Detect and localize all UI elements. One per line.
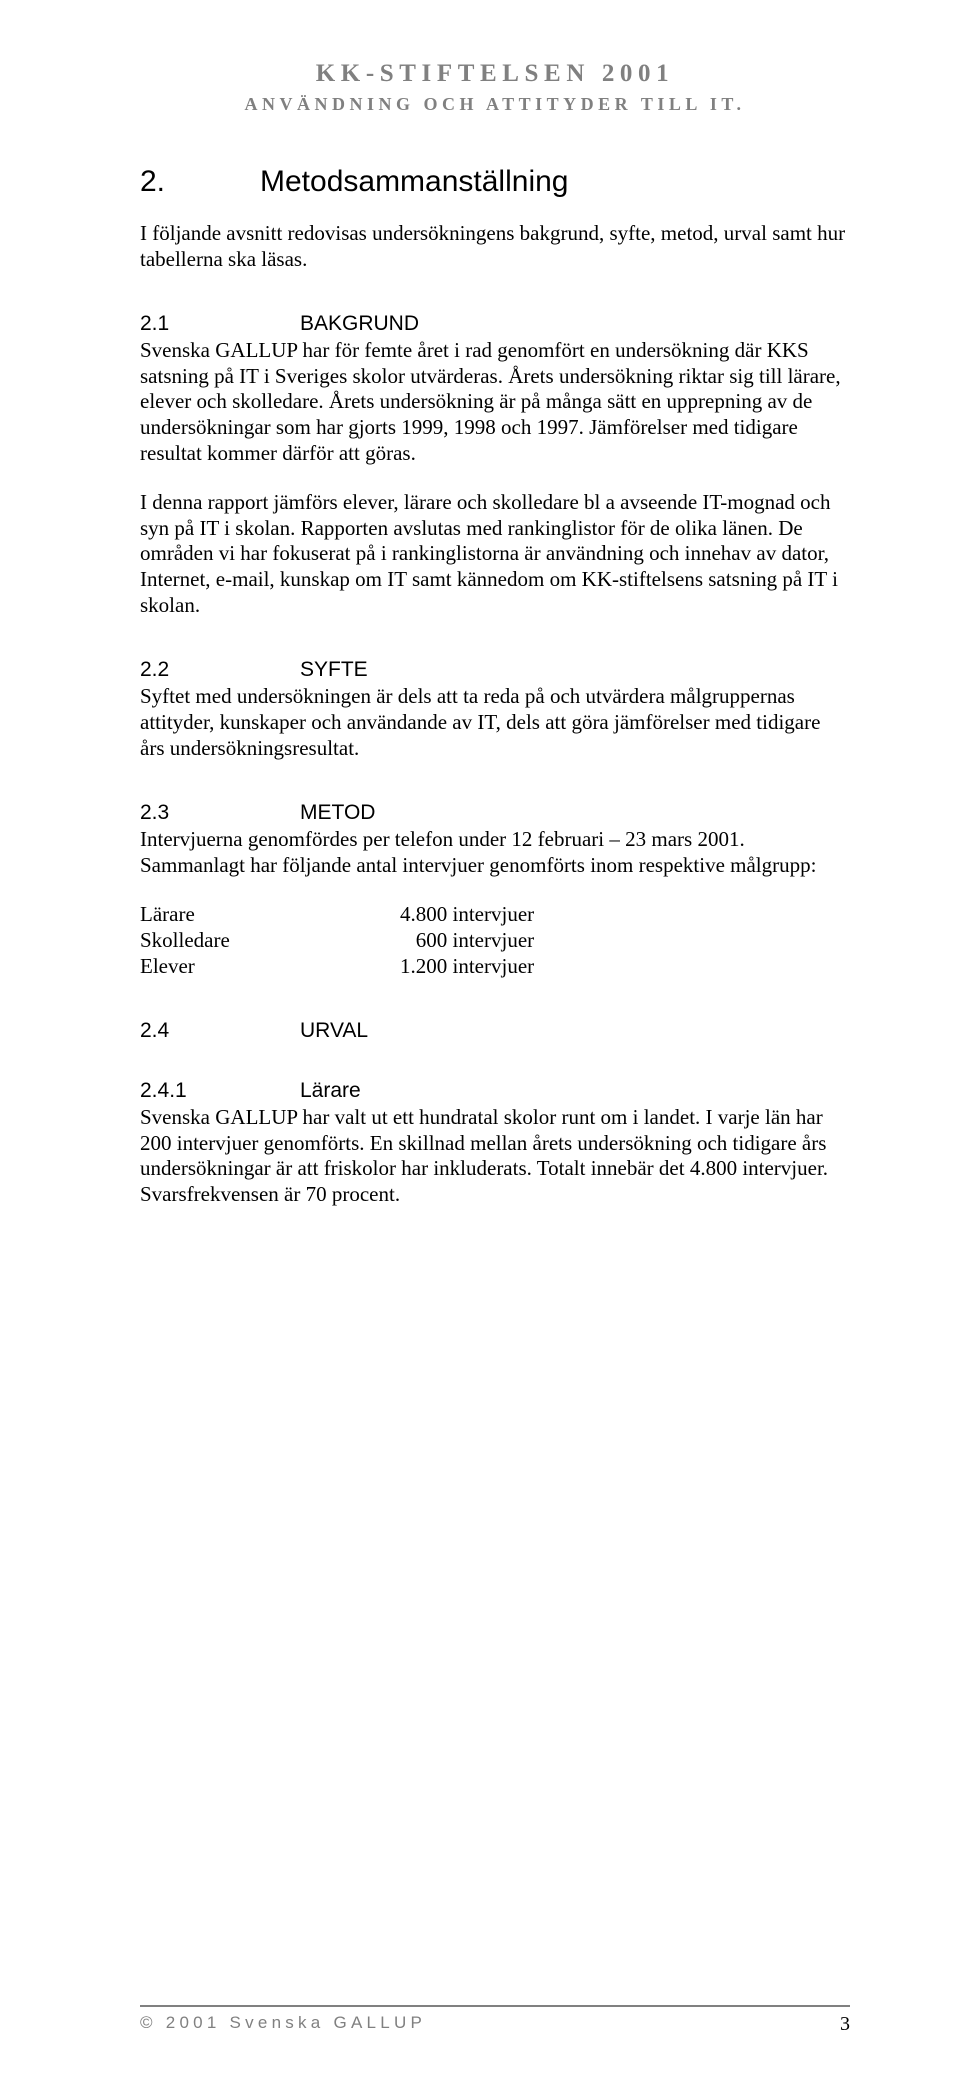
section-2-1-p2: I denna rapport jämförs elever, lärare o… — [140, 490, 850, 618]
section-number: 2. — [140, 165, 260, 199]
subsubsection-number: 2.4.1 — [140, 1079, 300, 1103]
row-label: Lärare — [140, 902, 400, 928]
page-footer: © 2001 Svenska GALLUP 3 — [140, 2005, 850, 2036]
subsubsection-title-text: Lärare — [300, 1079, 361, 1102]
footer-copyright: © 2001 Svenska GALLUP — [140, 2013, 426, 2036]
section-2-4-heading: 2.4URVAL — [140, 1019, 850, 1043]
subsection-title-text: SYFTE — [300, 658, 368, 681]
subsection-title-text: BAKGRUND — [300, 312, 419, 335]
document-page: KK-STIFTELSEN 2001 ANVÄNDNING OCH ATTITY… — [0, 0, 960, 2076]
subsection-number: 2.3 — [140, 801, 300, 825]
section-2-4-1-p1: Svenska GALLUP har valt ut ett hundratal… — [140, 1105, 850, 1207]
subsection-title-text: URVAL — [300, 1019, 368, 1042]
row-label: Elever — [140, 954, 400, 980]
section-2-1-heading: 2.1BAKGRUND — [140, 312, 850, 336]
section-2-3-p1: Intervjuerna genomfördes per telefon und… — [140, 827, 850, 878]
table-row: Elever 1.200 intervjuer — [140, 954, 850, 980]
row-label: Skolledare — [140, 928, 400, 954]
subsection-title-text: METOD — [300, 801, 375, 824]
row-value: 4.800 intervjuer — [400, 902, 534, 928]
subsection-number: 2.2 — [140, 658, 300, 682]
header-title: KK-STIFTELSEN 2001 — [140, 60, 850, 88]
section-2-4-1-heading: 2.4.1Lärare — [140, 1079, 850, 1103]
section-2-2-p1: Syftet med undersökningen är dels att ta… — [140, 684, 850, 761]
footer-page-number: 3 — [840, 2013, 850, 2036]
table-row: Lärare 4.800 intervjuer — [140, 902, 850, 928]
row-value: 1.200 intervjuer — [400, 954, 534, 980]
section-2-intro: I följande avsnitt redovisas undersöknin… — [140, 221, 850, 272]
section-2-2-heading: 2.2SYFTE — [140, 658, 850, 682]
interview-counts-table: Lärare 4.800 intervjuer Skolledare 600 i… — [140, 902, 850, 979]
section-2-heading: 2.Metodsammanställning — [140, 165, 850, 199]
section-title-text: Metodsammanställning — [260, 165, 568, 198]
row-value: 600 intervjuer — [400, 928, 534, 954]
table-row: Skolledare 600 intervjuer — [140, 928, 850, 954]
header-subtitle: ANVÄNDNING OCH ATTITYDER TILL IT. — [140, 94, 850, 115]
subsection-number: 2.4 — [140, 1019, 300, 1043]
section-2-1-p1: Svenska GALLUP har för femte året i rad … — [140, 338, 850, 466]
subsection-number: 2.1 — [140, 312, 300, 336]
page-header: KK-STIFTELSEN 2001 ANVÄNDNING OCH ATTITY… — [140, 60, 850, 115]
section-2-3-heading: 2.3METOD — [140, 801, 850, 825]
